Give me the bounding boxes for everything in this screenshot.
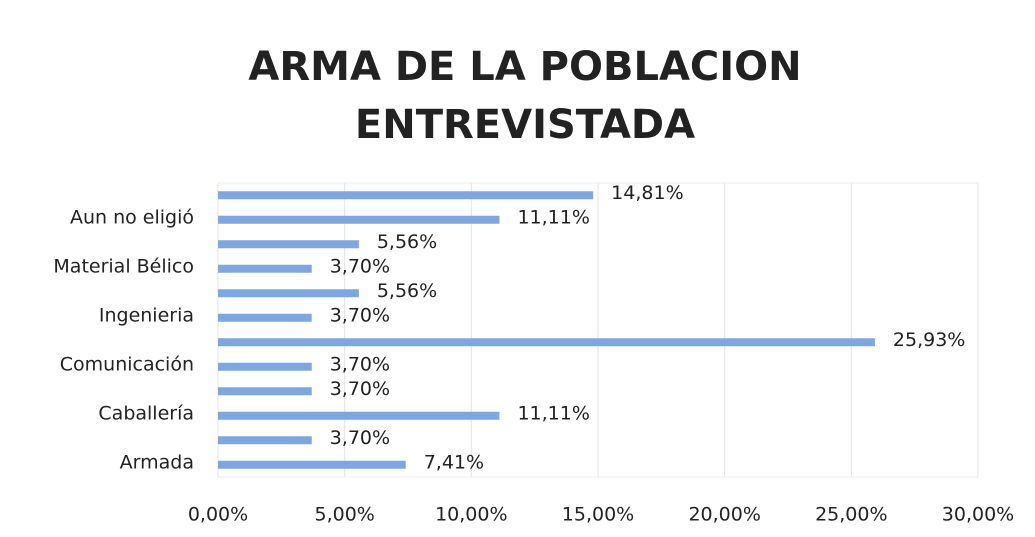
- y-tick-label: Caballería: [98, 402, 194, 424]
- data-label: 11,11%: [517, 206, 589, 228]
- y-tick-label: Armada: [120, 451, 194, 473]
- bar: [218, 460, 406, 469]
- x-tick-label: 0,00%: [188, 504, 248, 526]
- y-tick-label: Material Bélico: [53, 255, 194, 277]
- y-tick-label: Ingenieria: [99, 304, 194, 326]
- data-label: 5,56%: [377, 231, 437, 253]
- bar: [218, 411, 500, 420]
- data-label: 3,70%: [330, 378, 390, 400]
- bar: [218, 362, 312, 371]
- bar: [218, 436, 312, 445]
- bar: [218, 338, 875, 347]
- bar: [218, 387, 312, 396]
- data-label: 3,70%: [330, 255, 390, 277]
- bar: [218, 240, 359, 249]
- bar: [218, 289, 359, 298]
- data-label: 25,93%: [893, 329, 965, 351]
- x-tick-label: 20,00%: [688, 504, 760, 526]
- data-label: 3,70%: [330, 353, 390, 375]
- x-tick-label: 15,00%: [562, 504, 634, 526]
- data-label: 3,70%: [330, 427, 390, 449]
- data-label: 3,70%: [330, 304, 390, 326]
- x-tick-label: 5,00%: [314, 504, 374, 526]
- y-tick-label: Aun no eligió: [70, 206, 194, 228]
- y-tick-label: Comunicación: [60, 353, 194, 375]
- data-label: 11,11%: [517, 402, 589, 424]
- bar: [218, 215, 500, 224]
- chart-title: ARMA DE LA POBLACION ENTREVISTADA: [248, 44, 802, 148]
- bar: [218, 264, 312, 273]
- x-tick-label: 10,00%: [435, 504, 507, 526]
- x-tick-label: 25,00%: [815, 504, 887, 526]
- data-label: 14,81%: [611, 182, 683, 204]
- bar: [218, 191, 594, 200]
- bar: [218, 313, 312, 322]
- x-tick-label: 30,00%: [942, 504, 1014, 526]
- data-label: 5,56%: [377, 280, 437, 302]
- data-label: 7,41%: [424, 451, 484, 473]
